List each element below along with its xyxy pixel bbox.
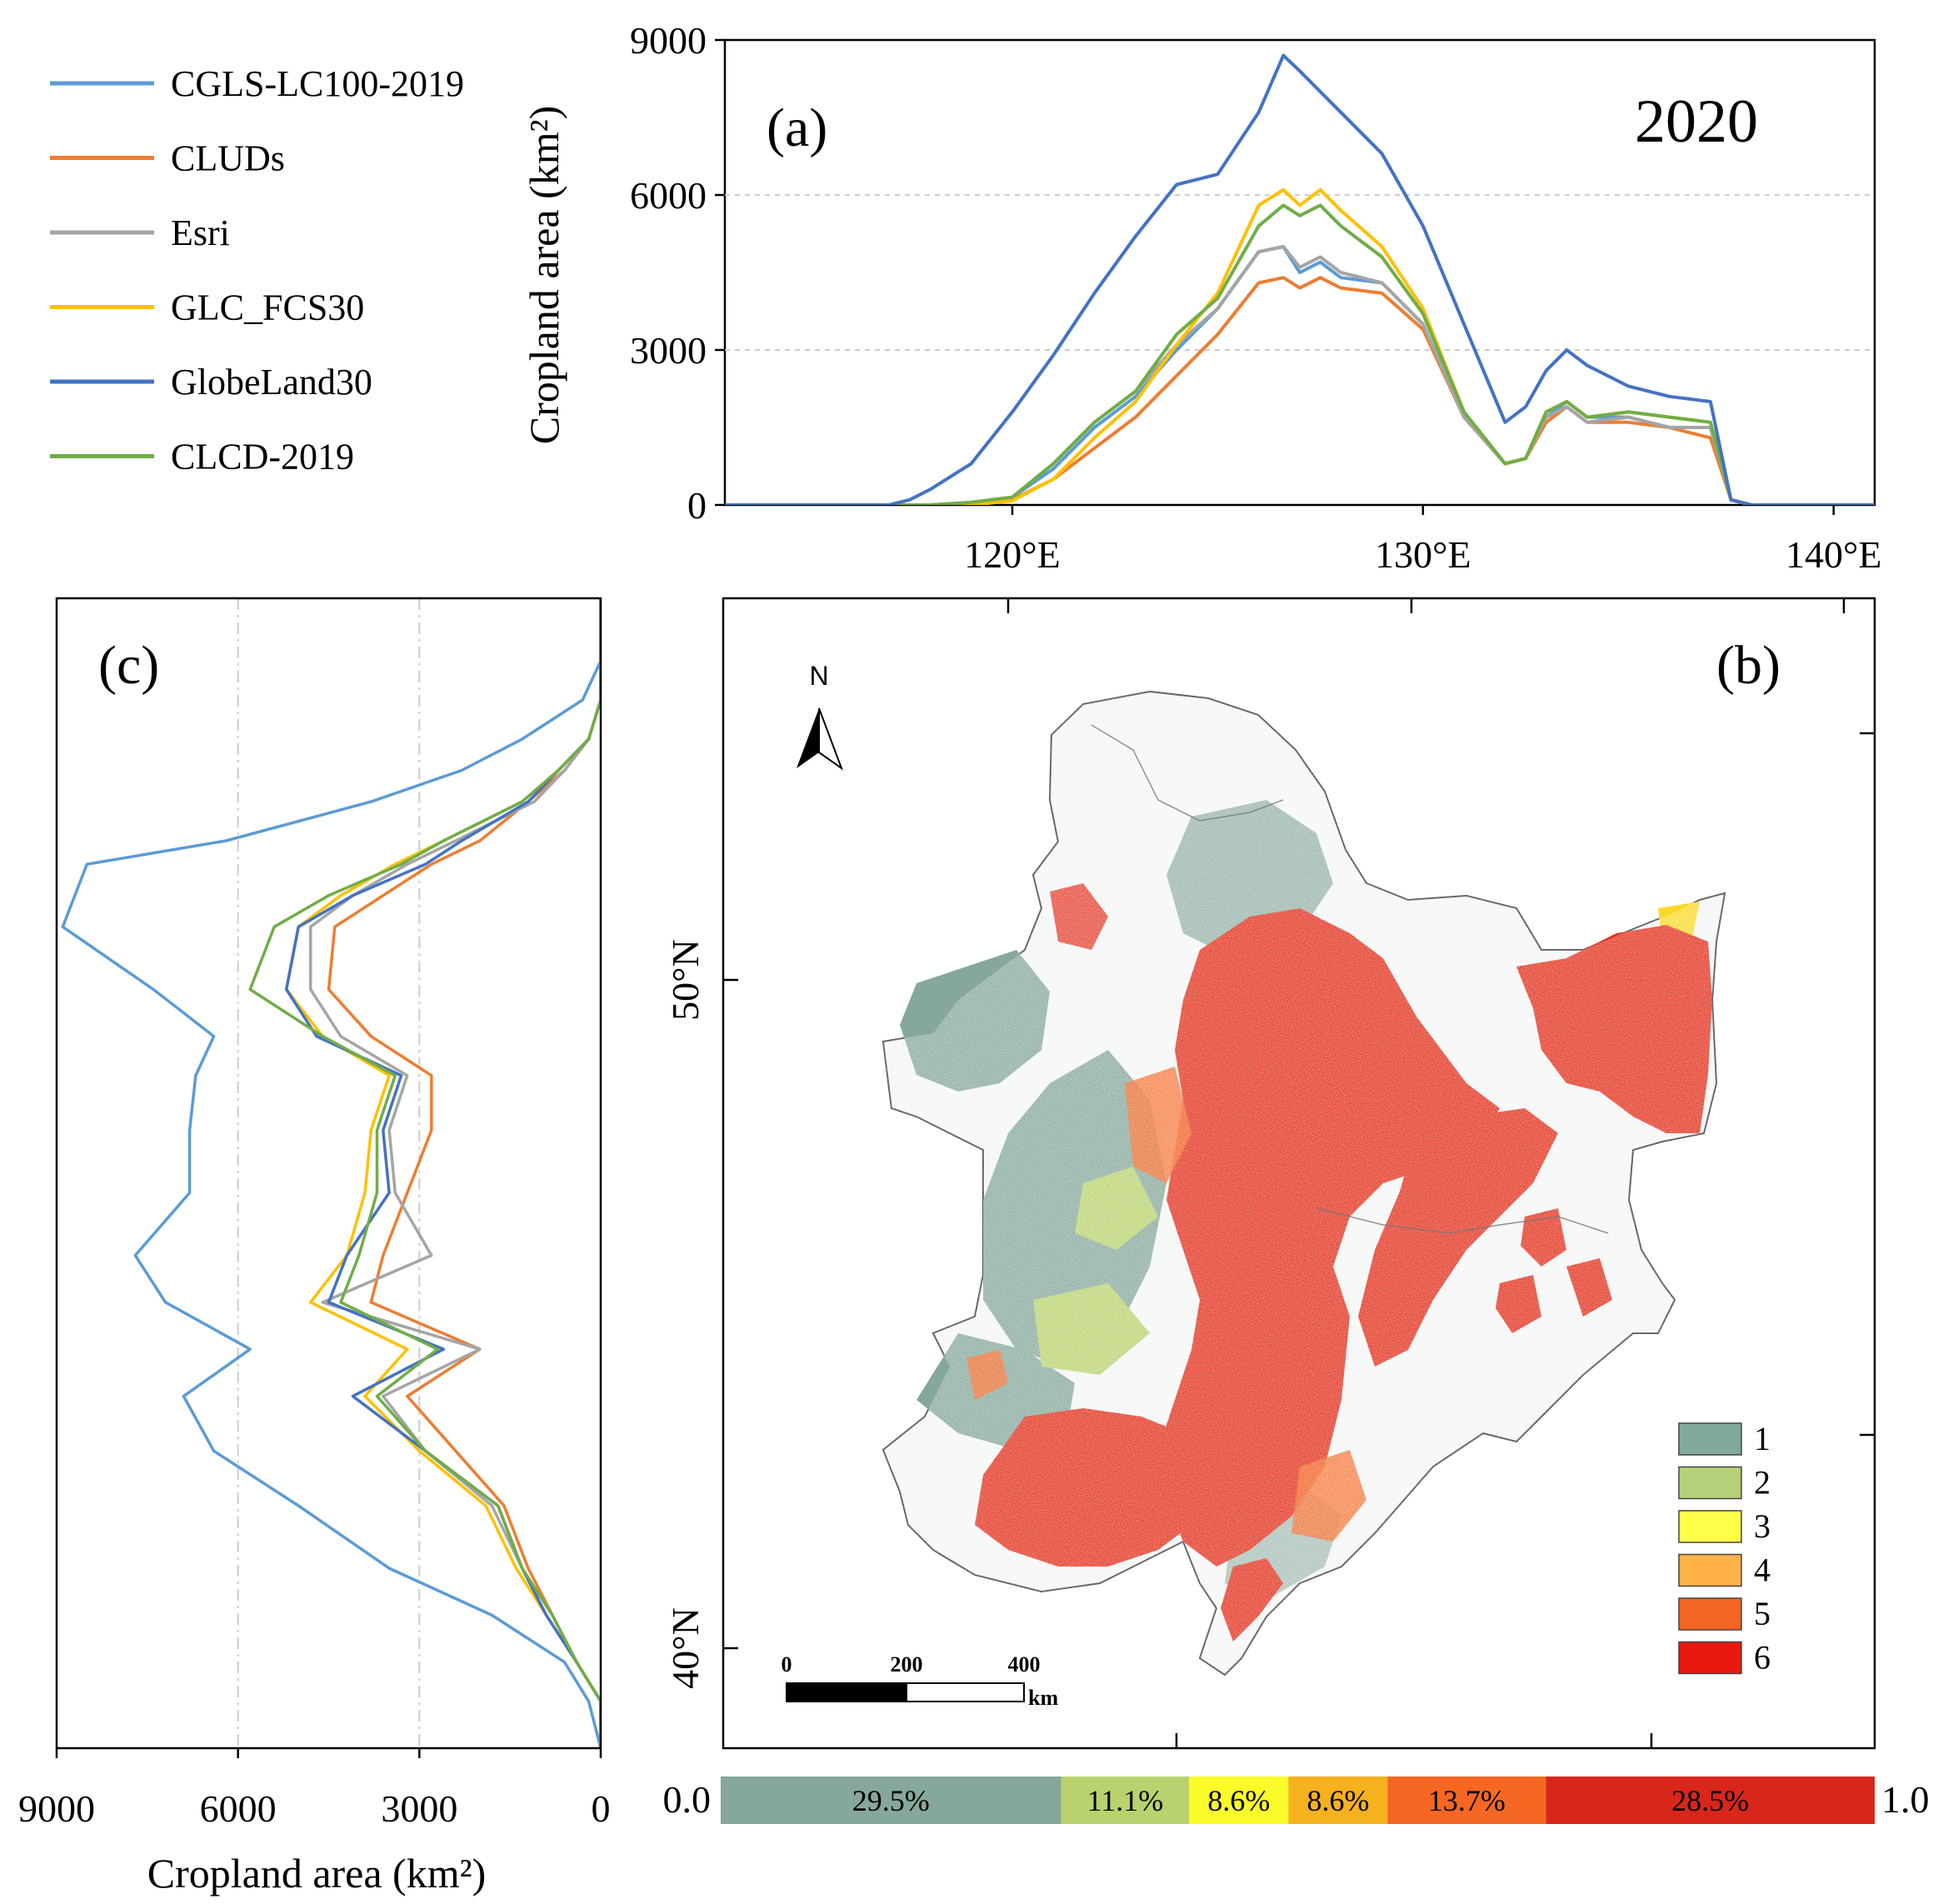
map-legend-label-5: 5 (1754, 1595, 1771, 1632)
map-legend-swatch-2 (1678, 1466, 1742, 1500)
proportion-label-class-6: 28.5% (1671, 1784, 1749, 1817)
panel-a-gridlines (725, 194, 1875, 351)
panel-a-series-cgls-lc100-2019 (725, 245, 1875, 505)
panel-a-year: 2020 (1635, 87, 1758, 156)
panel-a-series-clcd-2019 (725, 203, 1875, 505)
north-arrow-icon: N (797, 661, 844, 771)
proportion-label-class-4: 8.6% (1307, 1784, 1370, 1817)
scale-label-0: 0 (782, 1652, 792, 1677)
panel-c-series-clcd-2019 (248, 598, 601, 1748)
proportion-segment-class-2 (1061, 1777, 1190, 1824)
panel-c-series-glc-fcs30 (284, 598, 601, 1748)
legend-label-cgls-lc100-2019: CGLS-LC100-2019 (171, 63, 464, 104)
panel-c-frame (55, 597, 602, 1750)
scale-label-200: 200 (891, 1652, 923, 1677)
proportion-label-class-2: 11.1% (1087, 1784, 1164, 1817)
panel-a-line-chart: 0 3000 6000 9000 120°E 130°E 140°E (a) 2020 Cr… (521, 19, 1881, 576)
panel-a-xtick-label: 120°E (964, 533, 1061, 576)
map-legend-label-6: 6 (1754, 1639, 1771, 1677)
map-legend-swatch-4 (1678, 1553, 1742, 1587)
panel-c-series (61, 598, 601, 1748)
panel-b-map: 40°N 50°N N 0 200 400 km 1 2 3 4 5 6 (b) (664, 597, 1876, 1750)
panel-a-label: (a) (767, 97, 827, 158)
proportion-segment-class-4 (1288, 1777, 1388, 1824)
map-legend-label-3: 3 (1754, 1507, 1771, 1545)
panel-a-ytick-label: 9000 (630, 19, 707, 62)
panel-a-series-esri (725, 245, 1875, 505)
proportion-bar-start-label: 0.0 (663, 1778, 712, 1821)
panel-a-series-globeland30 (725, 53, 1875, 505)
panel-c-xtick-label: 3000 (381, 1787, 457, 1830)
panel-c-xtick-label: 6000 (200, 1787, 277, 1830)
map-legend-swatch-3 (1678, 1510, 1742, 1543)
panel-a-ytick-label: 6000 (630, 174, 707, 217)
panel-a-series-glc-fcs30 (725, 187, 1875, 505)
panel-a-ylabel: Cropland area (km²) (521, 106, 567, 445)
scale-unit: km (1028, 1686, 1058, 1710)
proportion-segment-class-5 (1387, 1777, 1546, 1824)
map-class-legend: 1 2 3 4 5 6 (1678, 1420, 1771, 1677)
legend-label-clcd-2019: CLCD-2019 (171, 437, 354, 477)
class-proportion-bar: 29.5% 11.1% 8.6% 8.6% 13.7% 28.5% 0.0 1.0 (663, 1777, 1930, 1824)
panel-a-series-cluds (725, 276, 1875, 505)
map-legend-label-4: 4 (1754, 1552, 1771, 1589)
map-texture (883, 692, 1725, 1675)
map-legend-label-2: 2 (1754, 1464, 1771, 1502)
panel-a-frame (723, 38, 1876, 507)
proportion-segment-class-6 (1546, 1777, 1875, 1824)
panel-c-series-cgls-lc100-2019 (61, 598, 601, 1748)
panel-a-xtick-label: 140°E (1786, 533, 1882, 576)
legend-label-globeland30: GlobeLand30 (171, 362, 372, 402)
legend-label-cluds: CLUDs (171, 138, 285, 179)
legend-label-esri: Esri (171, 212, 230, 253)
panel-c-line-chart: 9000 6000 3000 0 (c) Cropland area (km²) (18, 597, 611, 1897)
panel-b-ytick-label: 50°N (664, 939, 707, 1021)
proportion-label-class-3: 8.6% (1207, 1784, 1270, 1817)
panel-a-series (725, 53, 1875, 505)
panel-c-gridlines (237, 598, 421, 1748)
proportion-label-class-1: 29.5% (852, 1784, 930, 1817)
panel-c-axes: 9000 6000 3000 0 (18, 1748, 611, 1830)
panel-b-axes: 40°N 50°N (664, 598, 1875, 1748)
map-legend-label-1: 1 (1754, 1420, 1771, 1457)
panel-c-xtick-label: 9000 (18, 1787, 95, 1830)
panel-a-ytick-label: 0 (687, 484, 707, 527)
scale-label-400: 400 (1008, 1652, 1041, 1677)
proportion-bar-end-label: 1.0 (1881, 1778, 1930, 1821)
panel-b-label: (b) (1716, 635, 1781, 696)
panel-a-ytick-label: 3000 (630, 329, 707, 372)
panel-c-xlabel: Cropland area (km²) (147, 1850, 487, 1897)
map-legend-swatch-6 (1678, 1641, 1742, 1675)
legend-label-glc-fcs30: GLC_FCS30 (171, 287, 364, 328)
legend: CGLS-LC100-2019 CLUDs Esri GLC_FCS30 GlobeLa… (50, 63, 464, 477)
panel-c-series-globeland30 (284, 598, 601, 1748)
scale-bar: 0 200 400 km (782, 1652, 1059, 1710)
proportion-segment-class-1 (721, 1777, 1061, 1824)
map-legend-swatch-1 (1678, 1422, 1742, 1456)
panel-c-xtick-label: 0 (592, 1787, 611, 1830)
panel-c-label: (c) (98, 635, 159, 696)
panel-b-ytick-label: 40°N (664, 1607, 707, 1689)
north-label: N (809, 661, 828, 691)
panel-a-xtick-label: 130°E (1375, 533, 1471, 576)
map-internal-boundaries (1091, 724, 1609, 1234)
map-legend-swatch-5 (1678, 1597, 1742, 1631)
proportion-label-class-5: 13.7% (1428, 1784, 1506, 1817)
proportion-segment-class-3 (1189, 1777, 1289, 1824)
panel-a-axes: 0 3000 6000 9000 120°E 130°E 140°E (630, 19, 1881, 576)
